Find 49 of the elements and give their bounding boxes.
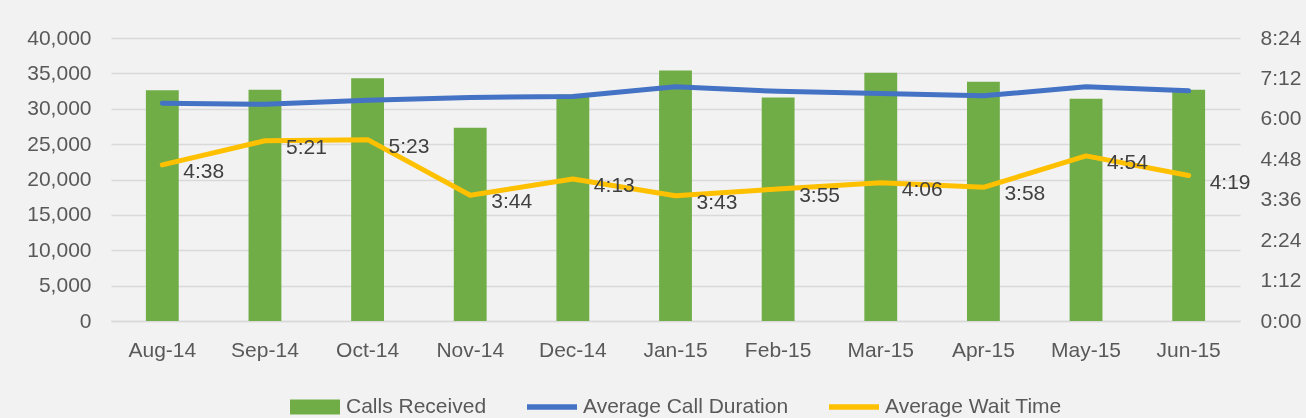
y2-tick-label: 1:12 (1260, 268, 1302, 292)
y2-tick-label: 3:36 (1260, 187, 1302, 211)
x-tick-label: Jan-15 (643, 337, 708, 361)
legend-label: Average Wait Time (885, 394, 1062, 417)
y2-tick-label: 8:24 (1260, 25, 1302, 49)
x-tick-label: Nov-14 (436, 337, 505, 361)
data-label: 3:44 (491, 189, 533, 213)
y2-tick-label: 6:00 (1260, 106, 1302, 130)
x-tick-label: Jun-15 (1156, 337, 1221, 361)
y-tick-label: 40,000 (27, 25, 92, 49)
bar (145, 90, 179, 321)
x-tick-label: May-15 (1051, 337, 1122, 361)
y-tick-label: 15,000 (27, 202, 92, 226)
data-label: 3:55 (799, 183, 841, 207)
x-tick-label: Mar-15 (847, 337, 915, 361)
bar (248, 89, 282, 321)
data-label: 3:58 (1004, 181, 1046, 205)
y2-tick-label: 2:24 (1260, 227, 1302, 251)
bar (1069, 98, 1103, 321)
bar (1172, 89, 1206, 321)
bar (761, 97, 795, 321)
y-tick-label: 5,000 (38, 273, 92, 297)
data-label: 5:23 (388, 133, 430, 157)
y-tick-label: 30,000 (27, 96, 92, 120)
y2-tick-label: 4:48 (1260, 146, 1302, 170)
legend-label: Average Call Duration (583, 394, 789, 417)
y2-tick-label: 7:12 (1260, 65, 1302, 89)
data-label: 4:19 (1209, 169, 1251, 193)
legend-label: Calls Received (346, 394, 487, 417)
y2-tick-label: 0:00 (1260, 308, 1302, 332)
x-tick-label: Dec-14 (539, 337, 608, 361)
bar (966, 81, 1000, 321)
x-tick-label: Oct-14 (336, 337, 400, 361)
bar (351, 78, 385, 321)
y-tick-label: 35,000 (27, 60, 92, 84)
x-tick-label: Sep-14 (231, 337, 300, 361)
data-label: 3:43 (696, 189, 738, 213)
x-tick-label: Aug-14 (128, 337, 197, 361)
y-tick-label: 0 (79, 308, 92, 332)
y-tick-label: 10,000 (27, 237, 92, 261)
x-tick-label: Feb-15 (744, 337, 812, 361)
y-tick-label: 20,000 (27, 167, 92, 190)
bar (659, 70, 692, 321)
y-tick-label: 25,000 (27, 131, 92, 155)
data-label: 4:38 (183, 158, 225, 182)
x-tick-label: Apr-15 (951, 337, 1015, 361)
bar (556, 94, 590, 321)
bar (864, 72, 898, 321)
bar (453, 127, 487, 321)
